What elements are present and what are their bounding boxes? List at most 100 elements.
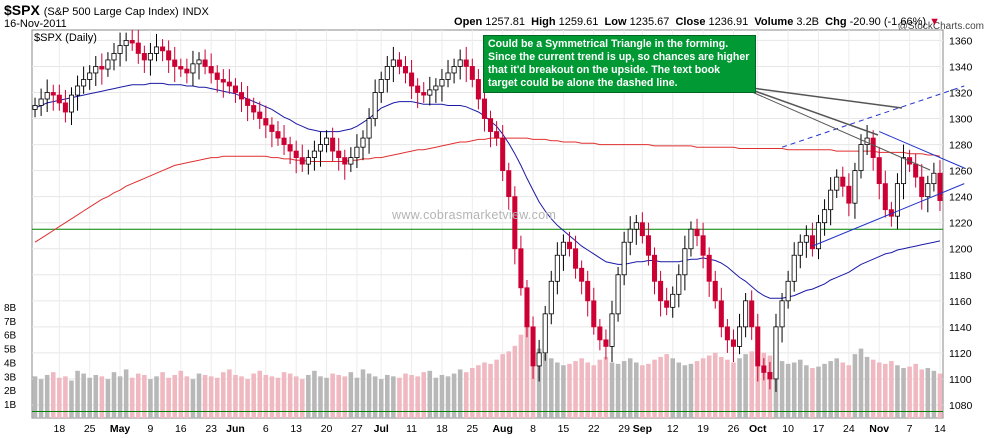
ticker-exchange: INDX <box>182 6 209 18</box>
candle-body <box>700 235 706 256</box>
candle-body <box>524 287 530 328</box>
volume-tick-label: 8B <box>4 303 17 314</box>
volume-bar <box>269 376 275 418</box>
volume-bar <box>828 361 833 418</box>
candle-body <box>566 241 573 250</box>
candle-body <box>62 102 68 113</box>
watermark-text: www.cobrasmarketview.com <box>392 208 557 222</box>
candle-body <box>882 183 888 211</box>
candle-body <box>852 170 858 204</box>
volume-bar <box>579 358 584 418</box>
x-tick-label: Nov <box>869 423 889 435</box>
candle-body <box>579 267 585 282</box>
volume-bar <box>227 369 232 418</box>
candle-body <box>196 59 202 65</box>
x-tick-label: 25 <box>466 423 478 435</box>
candle-body <box>105 59 111 70</box>
note-pointer <box>751 91 931 171</box>
volume-bar <box>883 363 888 418</box>
volume-bar <box>403 373 408 418</box>
volume-bar <box>160 372 165 418</box>
candle-body <box>749 300 755 328</box>
low-value: 1235.67 <box>629 16 670 28</box>
volume-bar <box>640 365 645 418</box>
x-tick-label: Oct <box>749 423 767 435</box>
candle-body <box>32 105 38 110</box>
candle-body <box>548 280 554 315</box>
volume-bar <box>664 354 669 418</box>
candle-body <box>427 89 433 96</box>
y-tick-label: 1300 <box>949 114 973 126</box>
x-tick-label: 18 <box>436 423 448 435</box>
candle-body <box>384 66 390 80</box>
volume-bar <box>688 363 694 418</box>
close-value: 1236.91 <box>708 16 749 28</box>
candle-body <box>141 53 147 61</box>
candle-body <box>330 137 336 152</box>
candle-body <box>822 209 828 224</box>
candle-body <box>530 326 536 367</box>
candle-body <box>803 235 809 243</box>
brand-label: @StockCharts.com <box>897 21 984 32</box>
volume-bar <box>287 373 293 418</box>
volume-bar <box>445 376 451 418</box>
candle-body <box>554 254 560 282</box>
candle-body <box>336 150 342 158</box>
volume-bar <box>646 363 651 418</box>
volume-bar <box>63 376 68 418</box>
volume-bar <box>925 368 931 418</box>
volume-bar <box>913 363 918 418</box>
candle-body <box>153 46 160 54</box>
candle-body <box>670 293 676 308</box>
candle-body <box>706 254 712 282</box>
panel-label: $SPX (Daily) <box>34 32 97 44</box>
volume-bar <box>931 370 937 418</box>
candle-body <box>184 68 190 74</box>
x-tick-label: 11 <box>406 423 417 435</box>
candle-body <box>797 241 803 256</box>
high-label: High <box>531 16 556 28</box>
trendline-lower <box>812 183 965 247</box>
candle-body <box>56 94 62 104</box>
candle-body <box>694 228 700 237</box>
candle-body <box>239 92 245 100</box>
candle-body <box>81 79 87 87</box>
volume-bar <box>652 359 657 418</box>
x-tick-label: 20 <box>321 423 333 435</box>
x-tick-label: 18 <box>53 423 65 435</box>
volume-bar <box>488 363 493 418</box>
y-tick-label: 1240 <box>949 192 973 204</box>
x-tick-label: 26 <box>728 423 740 435</box>
candle-body <box>415 85 421 93</box>
volume-bar <box>500 354 505 418</box>
volume-bar <box>415 376 420 418</box>
volume-bar <box>573 361 578 418</box>
volume-bar <box>105 379 111 418</box>
volume-tick-label: 6B <box>4 331 17 342</box>
candle-body <box>123 40 129 47</box>
candle-body <box>87 72 93 80</box>
ticker-title: $SPX (S&P 500 Large Cap Index) INDX <box>4 2 209 18</box>
candle-body <box>147 53 153 61</box>
volume-bar <box>44 374 50 418</box>
candle-body <box>919 176 925 198</box>
candle-body <box>688 228 694 250</box>
candle-body <box>220 79 226 83</box>
volume-tick-label: 3B <box>4 372 17 383</box>
candle-body <box>737 326 743 347</box>
y-tick-label: 1100 <box>949 374 972 386</box>
candle-body <box>785 280 791 302</box>
open-value: 1257.81 <box>485 16 525 28</box>
candle-body <box>840 176 846 187</box>
volume-bar <box>172 374 178 418</box>
volume-bar <box>585 362 590 418</box>
y-tick-label: 1320 <box>949 87 973 99</box>
candle-body <box>603 339 609 347</box>
volume-bar <box>348 372 354 418</box>
candle-body <box>815 222 822 250</box>
volume-bar <box>99 376 105 418</box>
volume-bar <box>907 366 912 418</box>
candle-body <box>251 105 257 113</box>
candle-body <box>834 176 840 191</box>
